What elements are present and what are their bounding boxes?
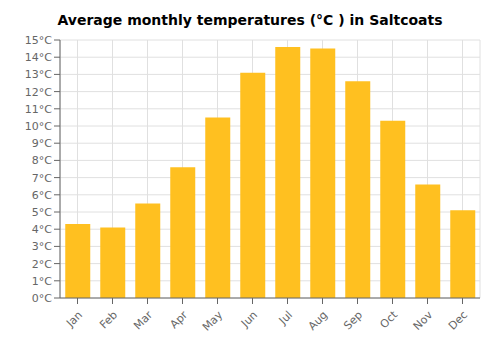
svg-text:6°C: 6°C [32,189,52,202]
svg-text:9°C: 9°C [32,137,52,150]
svg-text:1°C: 1°C [32,275,52,288]
svg-text:15°C: 15°C [25,34,52,47]
svg-text:Feb: Feb [97,308,120,331]
svg-text:13°C: 13°C [25,68,52,81]
svg-text:10°C: 10°C [25,120,52,133]
svg-text:4°C: 4°C [32,223,52,236]
svg-text:11°C: 11°C [25,103,52,116]
svg-text:Jun: Jun [238,308,260,330]
svg-text:May: May [200,308,226,334]
svg-text:Oct: Oct [377,308,400,331]
html-text:Average monthly temperatures (: Average monthly temperatures (°C ) in Sa… [57,12,443,28]
svg-text:3°C: 3°C [32,240,52,253]
svg-text:Mar: Mar [131,308,155,332]
svg-text:7°C: 7°C [32,172,52,185]
svg-text:Jul: Jul [276,308,295,327]
svg-text:8°C: 8°C [32,154,52,167]
svg-text:12°C: 12°C [25,86,52,99]
svg-text:Nov: Nov [411,308,436,333]
svg-text:5°C: 5°C [32,206,52,219]
svg-text:2°C: 2°C [32,258,52,271]
svg-text:0°C: 0°C [32,292,52,305]
svg-text:Sep: Sep [341,308,365,332]
svg-text:Apr: Apr [167,308,190,331]
svg-text:Dec: Dec [446,308,470,332]
svg-text:Jan: Jan [63,308,85,330]
svg-text:14°C: 14°C [25,51,52,64]
svg-text:Aug: Aug [306,308,330,332]
